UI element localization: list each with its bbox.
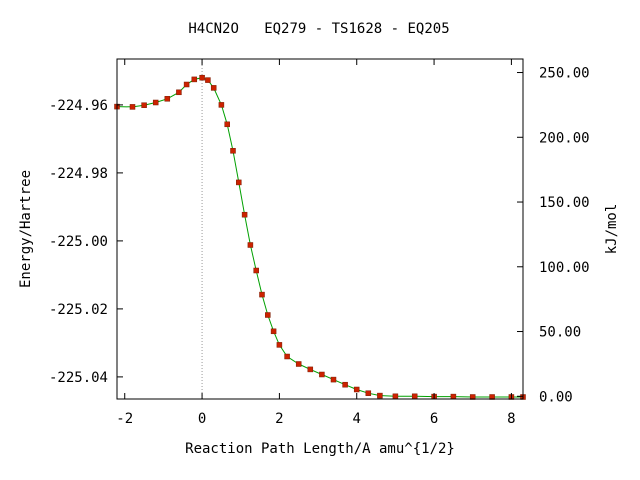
chart-title: H4CN2O EQ279 - TS1628 - EQ205 xyxy=(188,21,449,37)
y-tick-label: -225.00 xyxy=(49,234,108,250)
energy-curve xyxy=(116,77,523,398)
data-point xyxy=(129,104,136,110)
x-tick-label: -2 xyxy=(116,411,133,427)
data-point xyxy=(319,371,325,378)
y2-axis-label: kJ/mol xyxy=(604,204,620,255)
data-point xyxy=(450,393,457,400)
y2-tick-label: 150.00 xyxy=(539,195,590,211)
data-point xyxy=(183,81,190,88)
data-point xyxy=(342,381,348,388)
data-point xyxy=(218,102,225,108)
plot-frame xyxy=(116,58,524,400)
y2-tick-label: 250.00 xyxy=(539,66,590,82)
data-point xyxy=(224,121,230,128)
data-point xyxy=(265,312,271,318)
y2-tick-label: 0.00 xyxy=(539,389,573,405)
y2-tick-label: 50.00 xyxy=(539,325,581,341)
data-point xyxy=(199,74,205,81)
data-point xyxy=(191,76,198,83)
x-tick-label: 2 xyxy=(275,411,283,427)
data-point xyxy=(270,328,277,335)
data-point xyxy=(392,393,399,400)
data-point xyxy=(241,211,248,218)
y-tick-label: -225.02 xyxy=(49,302,108,318)
data-point xyxy=(365,390,372,396)
x-tick-label: 6 xyxy=(430,411,438,427)
data-point xyxy=(230,148,236,154)
x-tick-label: 8 xyxy=(507,411,515,427)
data-point xyxy=(259,291,265,298)
data-point xyxy=(284,353,290,360)
data-point xyxy=(247,242,254,248)
y-tick-label: -224.98 xyxy=(49,166,108,182)
y-axis-label: Energy/Hartree xyxy=(18,170,34,288)
y-tick-label: -224.96 xyxy=(49,98,108,114)
data-point xyxy=(276,342,283,348)
data-point xyxy=(411,393,418,400)
data-point xyxy=(210,85,217,91)
data-point xyxy=(330,376,337,383)
data-point xyxy=(377,392,383,399)
x-tick-label: 4 xyxy=(353,411,361,427)
data-point xyxy=(152,99,159,106)
x-axis-label: Reaction Path Length/A amu^{1/2} xyxy=(185,441,455,457)
data-point xyxy=(236,179,242,186)
y2-tick-label: 200.00 xyxy=(539,130,590,146)
data-point xyxy=(141,102,147,108)
data-point xyxy=(205,77,211,83)
y-tick-label: -225.04 xyxy=(49,370,108,386)
data-point xyxy=(176,89,182,96)
data-point xyxy=(295,361,302,367)
data-point xyxy=(307,366,314,373)
x-tick-label: 0 xyxy=(198,411,206,427)
y2-tick-label: 100.00 xyxy=(539,260,590,276)
data-point xyxy=(164,96,171,102)
data-point xyxy=(253,267,259,274)
data-point xyxy=(353,386,360,393)
